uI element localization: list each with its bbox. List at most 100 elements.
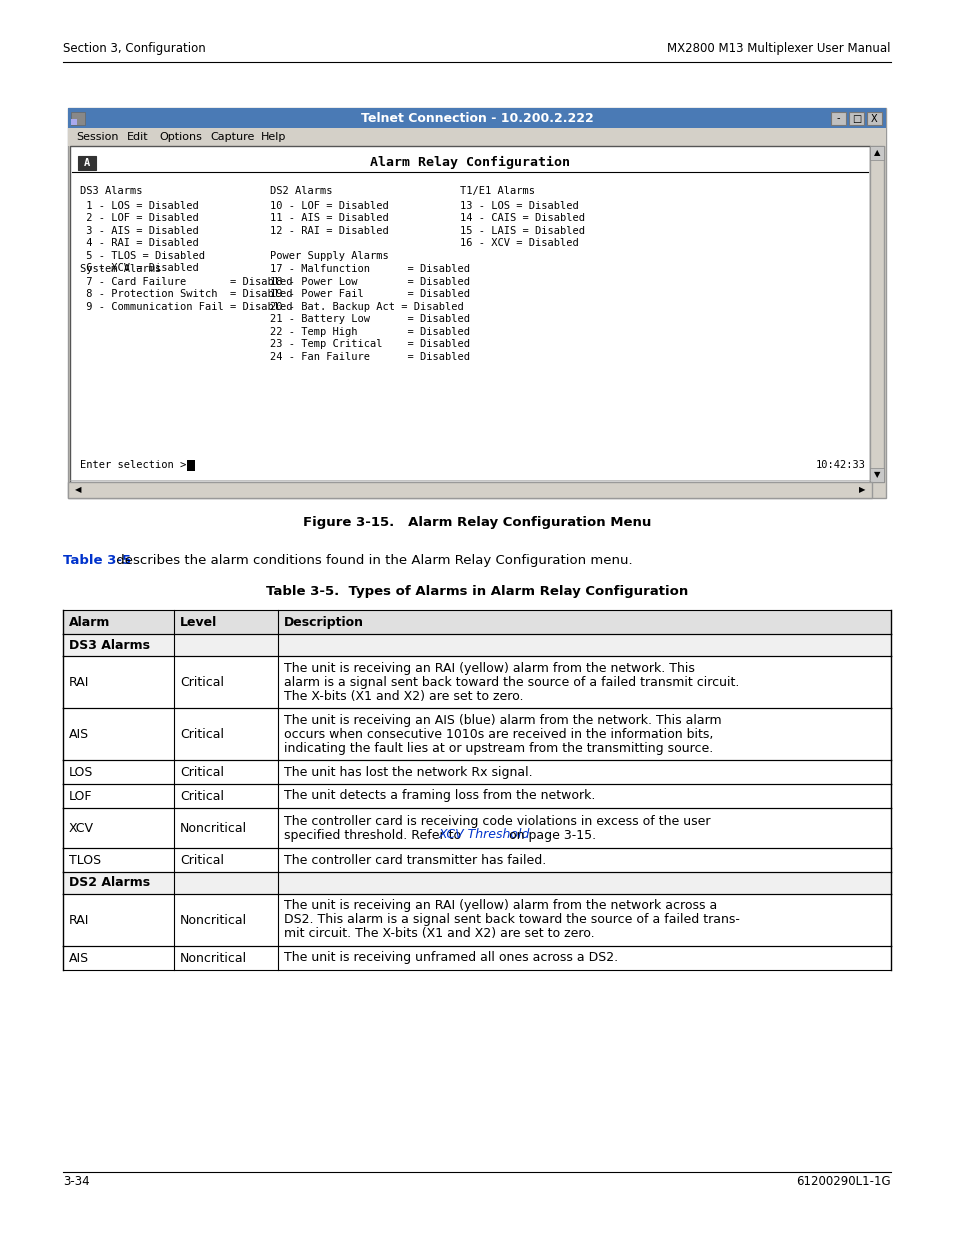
Text: 10:42:33: 10:42:33 [815,459,865,471]
Text: Help: Help [261,132,286,142]
Text: DS3 Alarms: DS3 Alarms [69,638,150,652]
Text: Telnet Connection - 10.200.2.222: Telnet Connection - 10.200.2.222 [360,111,593,125]
Bar [63,784,890,808]
Text: describes the alarm conditions found in the Alarm Relay Configuration menu.: describes the alarm conditions found in … [112,555,632,567]
Text: The unit is receiving an RAI (yellow) alarm from the network across a: The unit is receiving an RAI (yellow) al… [284,899,717,913]
Text: 17 - Malfunction      = Disabled: 17 - Malfunction = Disabled [270,264,470,274]
Text: 18 - Power Low        = Disabled: 18 - Power Low = Disabled [270,277,470,287]
Text: specified threshold. Refer to: specified threshold. Refer to [284,829,465,841]
Text: -: - [836,114,840,124]
Bar [78,156,96,170]
Text: 3 - AIS = Disabled: 3 - AIS = Disabled [80,226,198,236]
Text: 24 - Fan Failure      = Disabled: 24 - Fan Failure = Disabled [270,352,470,362]
Bar [187,459,194,471]
Bar [68,128,885,146]
Text: The unit is receiving an RAI (yellow) alarm from the network. This: The unit is receiving an RAI (yellow) al… [284,662,694,674]
Bar [848,112,863,125]
Text: DS2. This alarm is a signal sent back toward the source of a failed trans-: DS2. This alarm is a signal sent back to… [284,914,740,926]
Text: TLOS: TLOS [69,853,101,867]
Text: 12 - RAI = Disabled: 12 - RAI = Disabled [270,226,388,236]
Bar [869,468,883,482]
Bar [63,634,890,656]
Text: Critical: Critical [180,676,224,688]
Text: Description: Description [284,615,364,629]
Text: Section 3, Configuration: Section 3, Configuration [63,42,206,56]
Text: XCV Threshold: XCV Threshold [438,829,529,841]
Text: DS2 Alarms: DS2 Alarms [69,877,150,889]
Bar [63,656,890,708]
Bar [63,760,890,784]
Text: LOF: LOF [69,789,92,803]
Text: Alarm: Alarm [69,615,111,629]
Bar [63,708,890,760]
Text: DS2 Alarms: DS2 Alarms [270,186,333,196]
Bar [869,146,883,161]
Text: Critical: Critical [180,789,224,803]
Text: RAI: RAI [69,914,90,926]
Text: The unit is receiving an AIS (blue) alarm from the network. This alarm: The unit is receiving an AIS (blue) alar… [284,714,720,726]
Text: Session: Session [76,132,118,142]
Text: RAI: RAI [69,676,90,688]
Text: The unit detects a framing loss from the network.: The unit detects a framing loss from the… [284,789,595,803]
Text: System Alarms: System Alarms [80,264,161,274]
Text: 21 - Battery Low      = Disabled: 21 - Battery Low = Disabled [270,314,470,324]
Text: mit circuit. The X-bits (X1 and X2) are set to zero.: mit circuit. The X-bits (X1 and X2) are … [284,927,594,941]
Text: Level: Level [180,615,217,629]
Text: The X-bits (X1 and X2) are set to zero.: The X-bits (X1 and X2) are set to zero. [284,689,523,703]
Text: indicating the fault lies at or upstream from the transmitting source.: indicating the fault lies at or upstream… [284,741,713,755]
Text: ▶: ▶ [858,485,864,494]
Bar [68,107,885,128]
Bar [70,146,869,482]
Bar [71,119,77,125]
Text: 15 - LAIS = Disabled: 15 - LAIS = Disabled [459,226,584,236]
Text: 13 - LOS = Disabled: 13 - LOS = Disabled [459,200,578,210]
Bar [63,610,890,634]
Text: 4 - RAI = Disabled: 4 - RAI = Disabled [80,238,198,248]
Text: The unit is receiving unframed all ones across a DS2.: The unit is receiving unframed all ones … [284,951,618,965]
Text: Noncritical: Noncritical [180,821,247,835]
Text: Critical: Critical [180,853,224,867]
Text: 16 - XCV = Disabled: 16 - XCV = Disabled [459,238,578,248]
Text: 2 - LOF = Disabled: 2 - LOF = Disabled [80,212,198,224]
Text: ▼: ▼ [873,471,880,479]
Text: 23 - Temp Critical    = Disabled: 23 - Temp Critical = Disabled [270,338,470,350]
Text: The controller card transmitter has failed.: The controller card transmitter has fail… [284,853,546,867]
Text: Critical: Critical [180,727,224,741]
Text: on page 3-15.: on page 3-15. [505,829,596,841]
Text: 5 - TLOS = Disabled: 5 - TLOS = Disabled [80,251,205,261]
Text: occurs when consecutive 1010s are received in the information bits,: occurs when consecutive 1010s are receiv… [284,727,713,741]
Text: The unit has lost the network Rx signal.: The unit has lost the network Rx signal. [284,766,532,778]
Text: AIS: AIS [69,727,89,741]
Text: ◀: ◀ [74,485,81,494]
Text: Options: Options [160,132,202,142]
Bar [68,482,871,498]
Text: Table 3-5: Table 3-5 [63,555,131,567]
Text: 7 - Card Failure       = Disabled: 7 - Card Failure = Disabled [80,277,293,287]
Text: AIS: AIS [69,951,89,965]
Text: 14 - CAIS = Disabled: 14 - CAIS = Disabled [459,212,584,224]
Text: X: X [870,114,877,124]
Bar [63,848,890,872]
Text: Capture: Capture [211,132,254,142]
Text: 9 - Communication Fail = Disabled: 9 - Communication Fail = Disabled [80,301,293,311]
Text: 8 - Protection Switch  = Disabled: 8 - Protection Switch = Disabled [80,289,293,299]
Text: XCV: XCV [69,821,94,835]
Text: A: A [84,158,90,168]
Bar [63,894,890,946]
Text: The controller card is receiving code violations in excess of the user: The controller card is receiving code vi… [284,815,710,827]
Text: alarm is a signal sent back toward the source of a failed transmit circuit.: alarm is a signal sent back toward the s… [284,676,739,688]
Text: 1 - LOS = Disabled: 1 - LOS = Disabled [80,200,198,210]
Text: □: □ [851,114,861,124]
Text: 61200290L1-1G: 61200290L1-1G [796,1174,890,1188]
Text: Alarm Relay Configuration: Alarm Relay Configuration [370,156,569,168]
Text: 10 - LOF = Disabled: 10 - LOF = Disabled [270,200,388,210]
Text: 3-34: 3-34 [63,1174,90,1188]
Bar [63,808,890,848]
Text: 11 - AIS = Disabled: 11 - AIS = Disabled [270,212,388,224]
Text: DS3 Alarms: DS3 Alarms [80,186,142,196]
Text: 6 - XCV = Disabled: 6 - XCV = Disabled [80,263,198,273]
Bar [869,146,883,482]
Bar [68,107,885,498]
Text: T1/E1 Alarms: T1/E1 Alarms [459,186,535,196]
Text: Power Supply Alarms: Power Supply Alarms [270,251,388,261]
